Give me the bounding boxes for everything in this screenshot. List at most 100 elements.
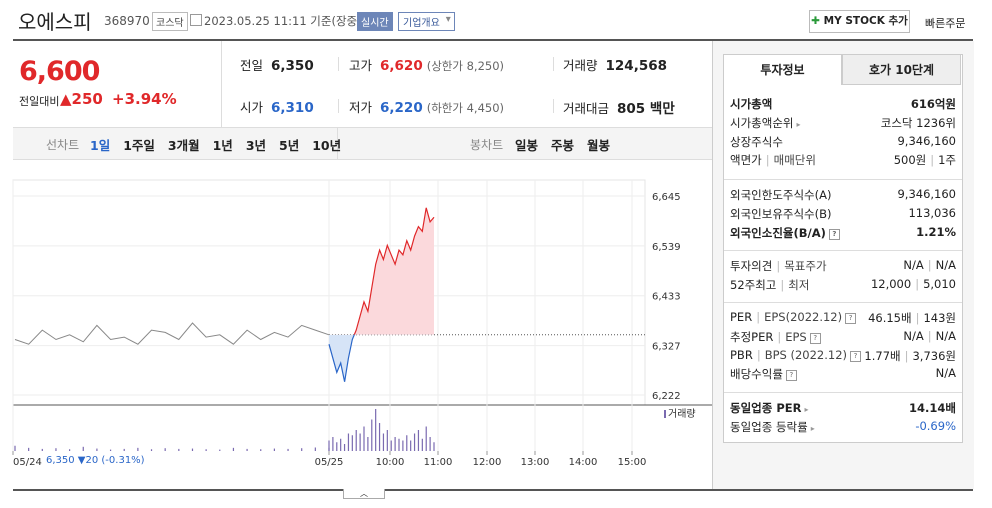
quick-order[interactable]: 빠른주문 [925, 17, 966, 30]
info-value: N/A [936, 366, 956, 380]
period-tab[interactable]: 1주일 [123, 138, 155, 153]
info-label-part[interactable]: 동일업종 PER [730, 401, 802, 415]
help-icon[interactable]: ? [828, 228, 840, 240]
collapse-toggle[interactable]: ︿ [343, 489, 385, 499]
volume-bar [14, 445, 16, 451]
separator: | [915, 311, 920, 325]
volume-bar [375, 409, 377, 451]
volume-bar [425, 426, 427, 451]
period-tab[interactable]: 3개월 [167, 138, 200, 153]
volume-bar [328, 440, 330, 451]
volume-bar [355, 430, 357, 451]
info-row: 시가총액순위 ▸ 코스닥 1236위 [730, 115, 956, 133]
period-tab[interactable]: 10년 [312, 138, 342, 153]
intraday-chart: 거래량 6,645 6,539 6,433 6,327 6,222 05/24 05/25 1… [12, 179, 712, 468]
price-line [14, 322, 330, 345]
info-value-part: N/A [903, 328, 924, 343]
help-icon[interactable]: ? [809, 332, 821, 344]
info-label: PBR | BPS (2022.12)? [730, 348, 862, 362]
info-value: 14.14배 [909, 400, 956, 416]
volume-bar [410, 440, 412, 451]
volume-bar [205, 449, 207, 451]
info-value-part: N/A [935, 258, 956, 272]
info-label-part: 액면가 [730, 153, 762, 168]
quote-cell: 고가 6,620 (상한가 8,250) [349, 55, 504, 74]
divider [338, 99, 339, 113]
volume-bar [394, 437, 396, 451]
quote-value: 6,220 [380, 100, 423, 116]
volume-bar [382, 433, 385, 451]
x-tick-label: 05/24 [13, 457, 42, 468]
x-tick-label: 15:00 [618, 457, 647, 468]
info-label: 액면가 | 매매단위 [730, 152, 816, 168]
mystock-button[interactable]: ✚ MY STOCK 추가 [809, 10, 910, 33]
stock-code: 368970 [104, 14, 150, 28]
company-dropdown[interactable]: 기업개요 ▾ [398, 12, 455, 31]
info-label-part: 시가총액 [730, 97, 773, 111]
separator: | [756, 310, 761, 324]
volume-legend-swatch [664, 410, 666, 418]
y-tick-label: 6,645 [652, 192, 681, 203]
period-tab[interactable]: 1년 [212, 138, 233, 153]
period-tab[interactable]: 1일 [90, 138, 111, 153]
info-separator [724, 392, 962, 393]
volume-label: 거래량 [668, 408, 696, 420]
separator: | [765, 153, 770, 168]
company-label: 기업개요 [403, 18, 440, 29]
info-label: 외국인소진율(B/A)? [730, 225, 840, 241]
info-value-part: N/A [935, 366, 956, 381]
quote-label: 시가 [240, 100, 264, 115]
stock-name: 오에스피 [18, 10, 92, 34]
info-separator [724, 250, 962, 251]
volume-bar [164, 448, 166, 451]
info-row: 52주최고 | 최저 12,000 | 5,010 [730, 277, 956, 295]
info-label-part: 매매단위 [773, 153, 816, 168]
volume-bar [123, 448, 125, 451]
info-value-part: 14.14배 [909, 401, 956, 415]
volume-bar [82, 446, 84, 451]
calendar-icon [190, 14, 202, 26]
volume-bar [273, 448, 275, 451]
volume-bar [28, 447, 30, 451]
candle-tab[interactable]: 월봉 [587, 138, 611, 153]
info-row: 외국인한도주식수(A) 9,346,160 [730, 187, 956, 205]
market-badge: 코스닥 [152, 12, 188, 31]
x-tick-label: 05/25 [315, 457, 344, 468]
volume-bar [390, 440, 392, 451]
quote-value: 6,310 [271, 100, 314, 116]
period-tab[interactable]: 5년 [279, 138, 300, 153]
separator: | [930, 153, 935, 168]
help-icon[interactable]: ? [845, 313, 857, 324]
info-tab[interactable]: 호가 10단계 [842, 54, 961, 85]
volume-bar [301, 448, 303, 451]
info-label-part: 배당수익률 [730, 367, 783, 382]
info-label-part: 외국인소진율(B/A) [730, 225, 826, 240]
realtime-badge[interactable]: 실시간 [357, 12, 393, 31]
volume-bar [137, 447, 139, 451]
period-tab[interactable]: 3년 [245, 138, 267, 153]
candle-tab[interactable]: 일봉 [515, 138, 539, 153]
volume-bar [69, 449, 71, 451]
volume-bar [386, 430, 388, 451]
quote-label: 거래량 [563, 58, 598, 73]
help-icon[interactable]: ? [785, 370, 797, 382]
help-icon[interactable]: ? [850, 350, 862, 362]
info-label-part[interactable]: 시가총액순위 [730, 115, 794, 130]
info-value-part: 500원 [893, 153, 927, 168]
price-line-down [328, 334, 355, 382]
info-tab[interactable]: 투자정보 [723, 54, 842, 85]
info-value: 1.21% [916, 225, 956, 239]
quote-cell: 거래대금 805 백만 [563, 97, 675, 117]
candle-tab[interactable]: 주봉 [551, 138, 575, 153]
info-value-part: 1.77배 [864, 348, 901, 363]
info-label-part: 목표주가 [784, 259, 827, 273]
quote-label: 저가 [349, 100, 373, 115]
volume-bar [406, 435, 408, 451]
info-value: N/A | N/A [903, 258, 956, 272]
info-label-part[interactable]: 동일업종 등락률 [730, 419, 808, 434]
info-row: 투자의견 | 목표주가 N/A | N/A [730, 258, 956, 276]
info-label: 동일업종 등락률 ▸ [730, 419, 815, 435]
quote-cell: 저가 6,220 (하한가 4,450) [349, 97, 504, 116]
tab-group-label: 선차트 [46, 138, 80, 152]
quote-cell: 시가 6,310 [240, 97, 314, 116]
